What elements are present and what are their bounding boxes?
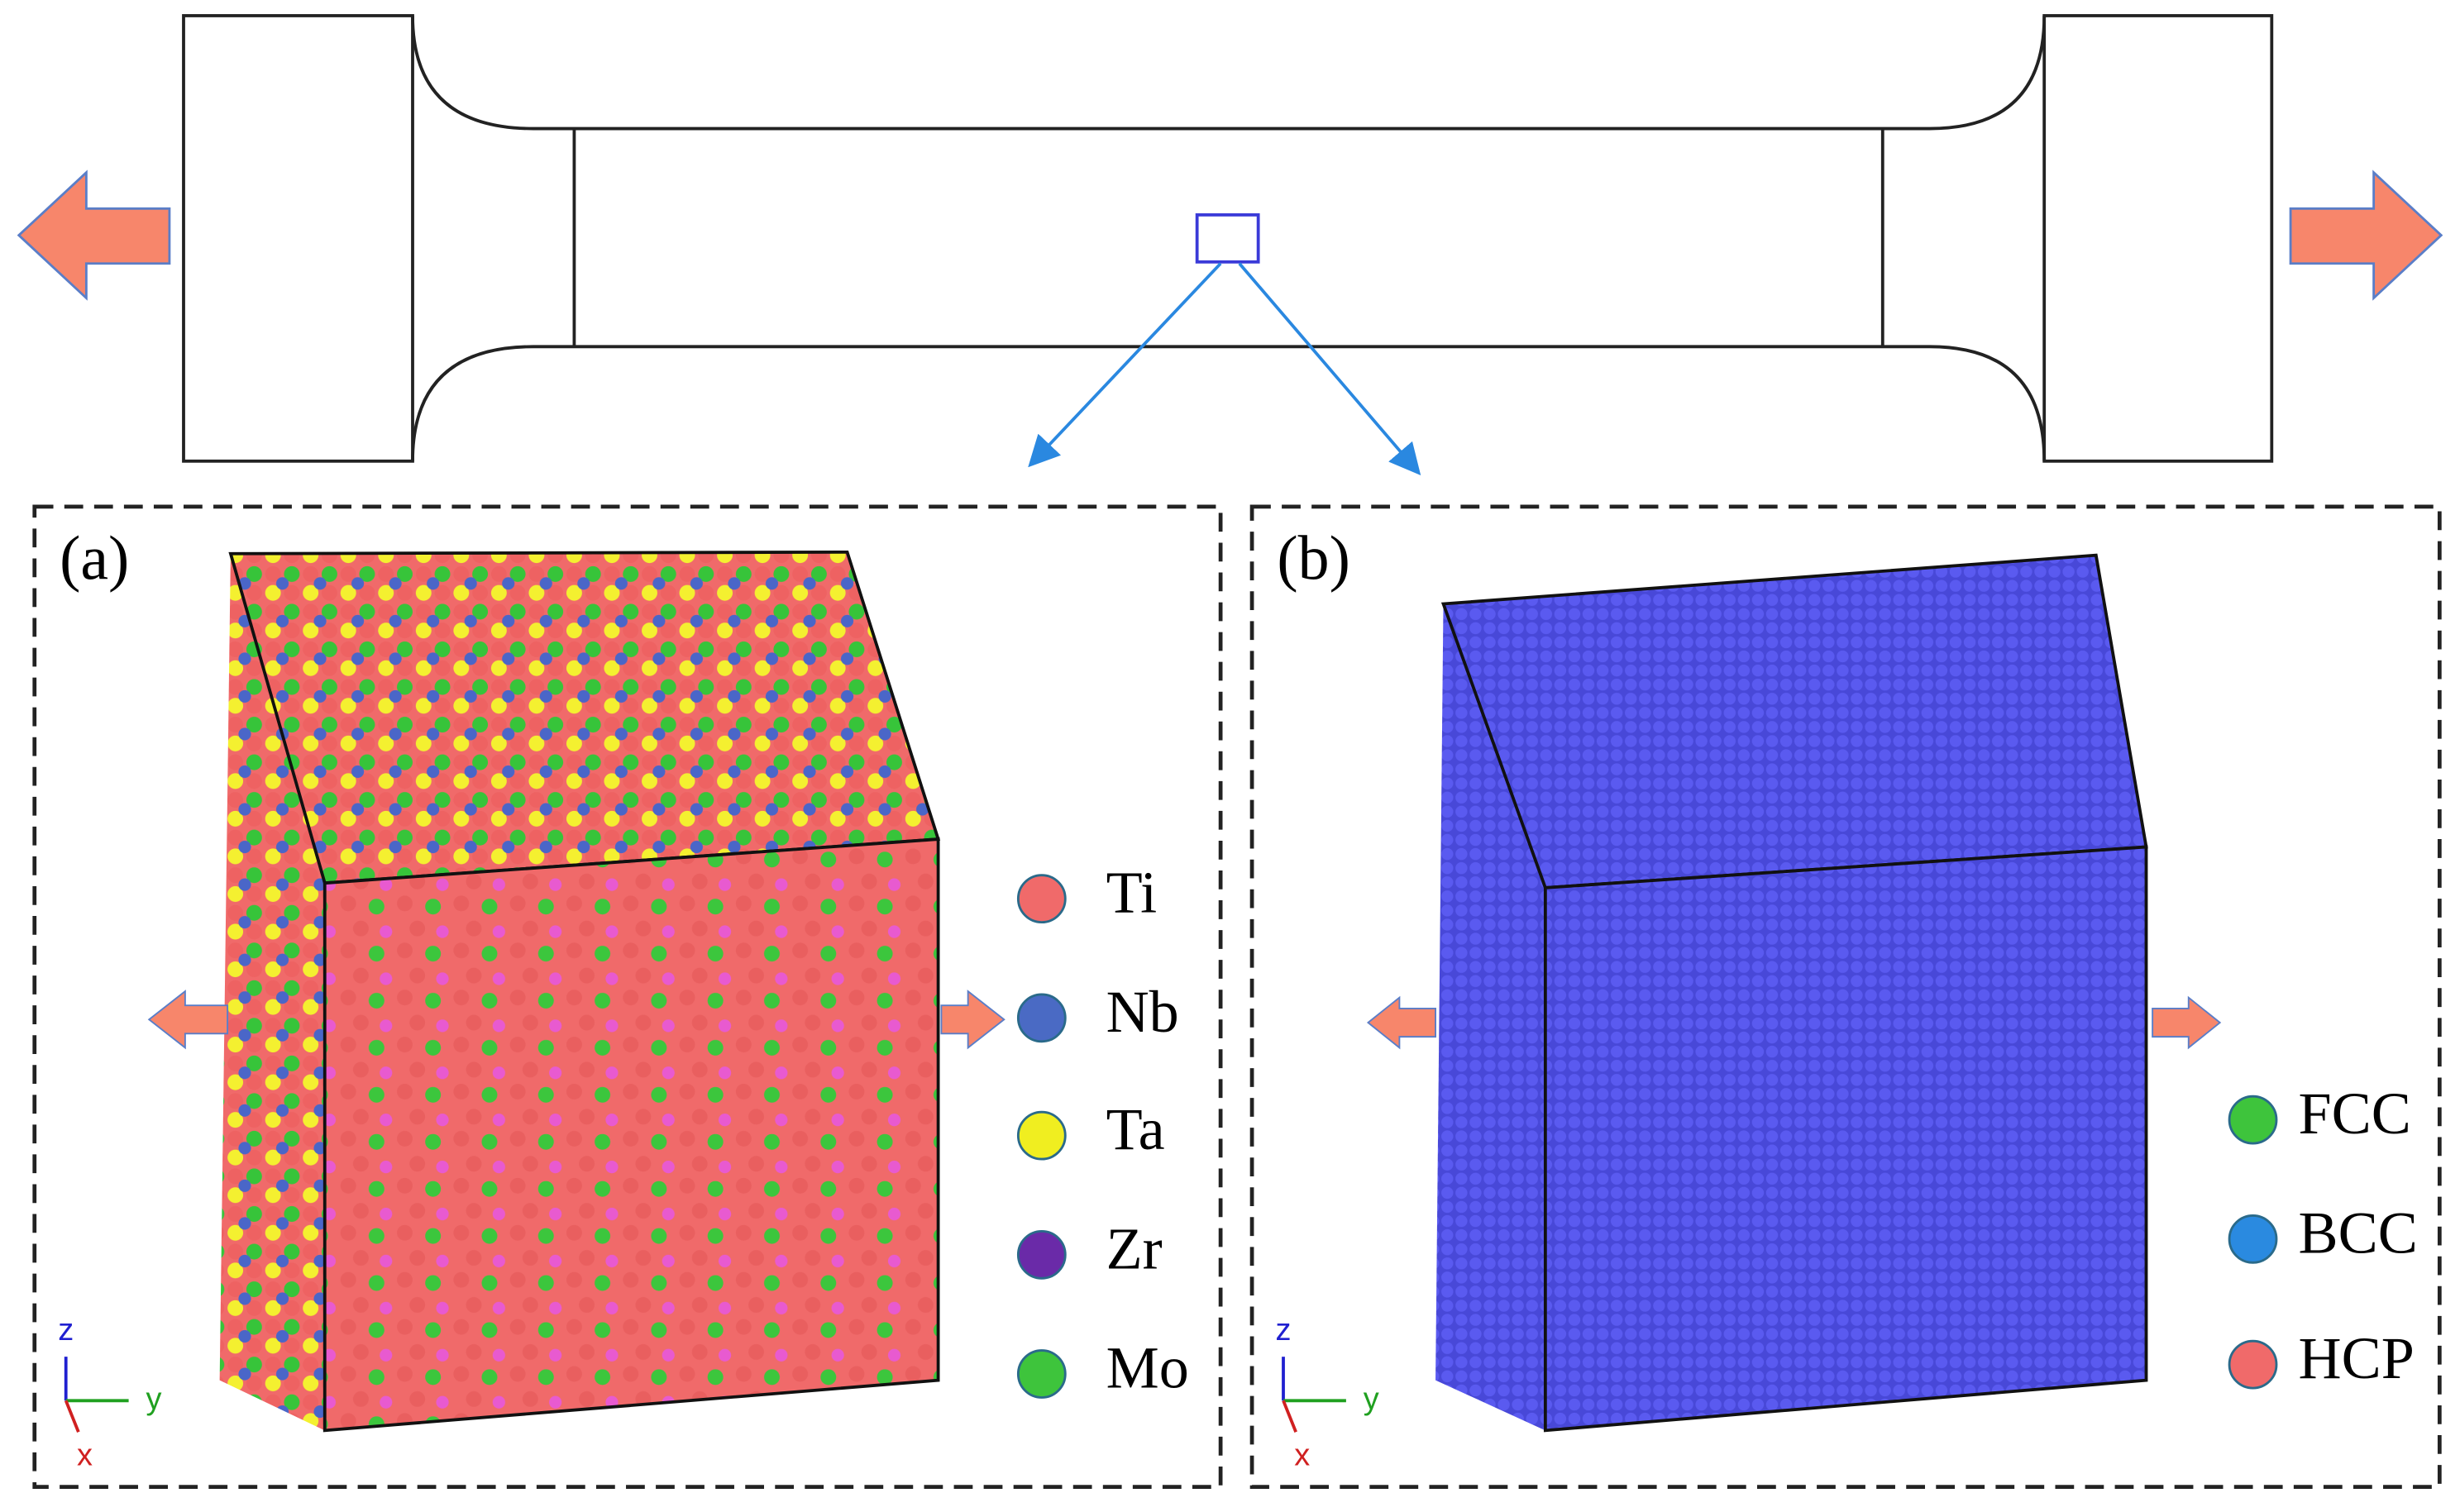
axis-label: z xyxy=(58,1313,74,1347)
legend-label: BCC xyxy=(2299,1200,2418,1266)
specimen xyxy=(182,14,2274,463)
load-arrow xyxy=(2152,995,2222,1050)
axis-triad: z y x xyxy=(1276,1313,1379,1473)
axis-line xyxy=(1282,1400,1297,1433)
legend: Ti Nb Ta Zr Mo xyxy=(1016,860,1189,1401)
cube-face xyxy=(228,550,941,885)
load-arrow xyxy=(147,990,229,1050)
axis-label: y xyxy=(146,1381,161,1416)
legend-swatch xyxy=(1016,1110,1067,1161)
legend-swatch xyxy=(1016,874,1067,924)
zoom-arrow xyxy=(1238,262,1421,475)
load-arrow xyxy=(1366,995,1436,1050)
panel-frame xyxy=(32,504,1223,1490)
legend-label: FCC xyxy=(2299,1080,2411,1147)
axis-line xyxy=(64,1400,80,1433)
legend-swatch xyxy=(1016,993,1067,1043)
zoom-arrow xyxy=(1028,262,1222,468)
axis-label: z xyxy=(1276,1313,1292,1347)
zoom-box xyxy=(1195,213,1260,264)
load-arrow xyxy=(17,169,171,301)
panel-label: (b) xyxy=(1277,523,1349,593)
axis-label: x xyxy=(1294,1438,1310,1473)
load-arrow xyxy=(940,990,1005,1050)
cube-face xyxy=(322,837,940,1433)
legend-label: Ta xyxy=(1106,1096,1165,1162)
axis-label: y xyxy=(1364,1381,1379,1416)
legend-label: HCP xyxy=(2299,1325,2415,1391)
legend-swatch xyxy=(2228,1214,2278,1264)
legend-label: Nb xyxy=(1106,979,1179,1045)
load-arrow xyxy=(2289,169,2443,301)
cube-face xyxy=(1435,603,1545,1431)
legend-label: Zr xyxy=(1106,1215,1163,1281)
axis-triad: z y x xyxy=(58,1313,161,1473)
cube-face xyxy=(1440,553,2148,890)
legend-label: Mo xyxy=(1106,1335,1189,1401)
legend: FCC BCC HCP xyxy=(2228,1080,2418,1391)
axis-label: x xyxy=(77,1438,93,1473)
legend-swatch xyxy=(1016,1349,1067,1399)
legend-swatch xyxy=(2228,1095,2278,1145)
panel-frame xyxy=(1249,504,2442,1490)
cube-face xyxy=(1543,845,2148,1433)
cube-face xyxy=(219,553,325,1431)
legend-swatch xyxy=(2228,1339,2278,1390)
legend-swatch xyxy=(1016,1229,1067,1280)
panel-label: (a) xyxy=(60,523,129,593)
legend-label: Ti xyxy=(1106,860,1158,926)
